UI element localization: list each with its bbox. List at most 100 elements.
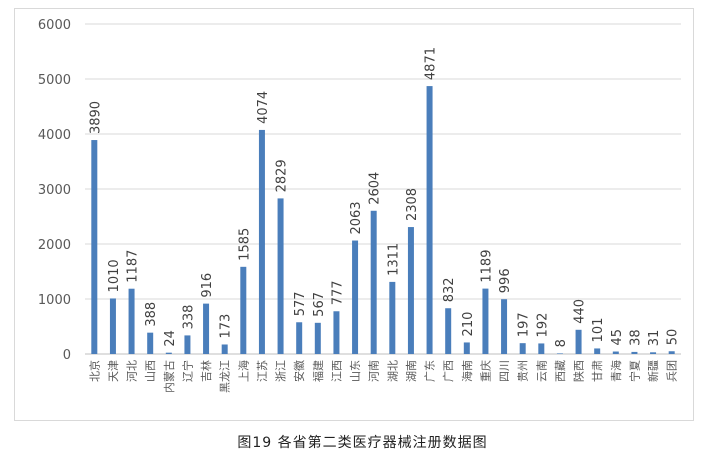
data-label: 577 — [293, 291, 308, 316]
x-tick-label: 甘肃 — [591, 360, 604, 382]
bar-吉林 — [203, 303, 210, 354]
x-axis-labels: 北京 天津 河北 山西 内蒙古 辽宁 吉林 黑龙江 上海 江苏 浙江 安徽 福建 江西 山东 河南 湖北 湖南 广东… — [87, 360, 678, 393]
x-tick-label: 兵团 — [666, 360, 679, 382]
data-label: 2829 — [275, 159, 290, 192]
data-label: 24 — [163, 330, 178, 347]
figure-caption: 图19 各省第二类医疗器械注册数据图 — [237, 435, 488, 451]
bar-甘肃 — [594, 348, 601, 354]
bar-贵州 — [519, 343, 526, 354]
x-tick-label: 河北 — [126, 360, 139, 382]
x-tick-label: 西藏 — [554, 360, 567, 382]
x-tick-label: 吉林 — [199, 360, 213, 382]
data-label: 1010 — [107, 259, 122, 292]
bar-湖南 — [407, 227, 414, 354]
x-tick-label: 青海 — [609, 360, 623, 382]
data-label: 31 — [647, 330, 662, 347]
bar-广西 — [445, 308, 452, 354]
data-label: 50 — [666, 329, 681, 346]
y-tick-label: 6000 — [38, 18, 71, 33]
data-label: 1187 — [126, 250, 141, 283]
data-label: 2604 — [368, 172, 383, 205]
data-label: 210 — [461, 312, 476, 337]
data-label: 1311 — [386, 243, 401, 276]
data-label: 996 — [498, 268, 513, 293]
x-tick-label: 山东 — [349, 360, 362, 382]
data-label: 173 — [219, 314, 234, 339]
x-tick-label: 安徽 — [292, 360, 306, 382]
x-tick-label: 上海 — [236, 360, 250, 382]
x-tick-label: 湖南 — [405, 360, 418, 382]
y-tick-label: 5000 — [38, 73, 71, 88]
bar-江西 — [333, 311, 340, 354]
bar-海南 — [463, 342, 470, 354]
bar-河南 — [370, 210, 377, 354]
x-tick-label: 天津 — [107, 360, 120, 382]
y-axis-ticks: 0 1000 2000 3000 4000 5000 6000 — [38, 18, 71, 363]
bar-上海 — [240, 266, 247, 354]
x-tick-label: 湖北 — [386, 360, 399, 382]
x-tick-label: 黑龙江 — [219, 360, 232, 393]
y-tick-label: 3000 — [38, 183, 71, 198]
x-tick-label: 陕西 — [572, 360, 586, 382]
data-label: 2308 — [405, 188, 420, 221]
x-tick-label: 辽宁 — [180, 360, 194, 382]
bar-天津 — [109, 298, 116, 354]
data-label: 1189 — [479, 250, 494, 283]
x-tick-label: 浙江 — [275, 360, 288, 382]
bar-兵团 — [668, 351, 675, 354]
bar-黑龙江 — [221, 344, 228, 354]
x-tick-label: 内蒙古 — [162, 360, 176, 393]
data-label: 101 — [591, 318, 606, 343]
y-tick-label: 2000 — [38, 238, 71, 253]
data-label: 777 — [330, 280, 345, 305]
data-label: 197 — [517, 312, 532, 337]
bar-山西 — [147, 332, 154, 354]
y-tick-label: 4000 — [38, 128, 71, 143]
bar-新疆 — [650, 352, 657, 354]
bar-青海 — [612, 351, 619, 354]
x-tick-label: 新疆 — [646, 360, 660, 382]
data-label: 1585 — [237, 228, 252, 261]
y-tick-label: 0 — [63, 348, 71, 363]
x-tick-label: 江苏 — [256, 360, 269, 382]
x-tick-label: 贵州 — [517, 360, 530, 382]
x-tick-label: 北京 — [87, 360, 101, 382]
data-label: 916 — [200, 273, 215, 298]
x-tick-label: 江西 — [330, 360, 343, 382]
data-label: 4871 — [424, 47, 439, 80]
data-label: 38 — [628, 329, 643, 346]
data-label: 2063 — [349, 201, 364, 234]
x-tick-label: 海南 — [460, 360, 474, 382]
bar-四川 — [501, 299, 508, 354]
x-tick-label: 山西 — [144, 360, 157, 382]
x-tick-label: 福建 — [311, 360, 325, 382]
bar-河北 — [128, 288, 135, 354]
data-label: 338 — [181, 305, 196, 330]
chart-frame: 0 1000 2000 3000 4000 5000 6000 3890 1010 1187 38… — [14, 8, 694, 421]
y-tick-label: 1000 — [38, 293, 71, 308]
bar-重庆 — [482, 288, 489, 354]
bar-浙江 — [277, 198, 284, 354]
data-label: 832 — [442, 277, 457, 302]
bars — [91, 86, 675, 354]
bar-江苏 — [258, 129, 265, 354]
data-label: 388 — [144, 302, 159, 327]
bar-辽宁 — [184, 335, 191, 354]
bar-宁夏 — [631, 351, 638, 354]
x-tick-label: 四川 — [498, 360, 511, 382]
bar-内蒙古 — [165, 352, 172, 354]
x-tick-label: 宁夏 — [627, 360, 641, 382]
data-label: 567 — [312, 292, 327, 317]
gridlines — [85, 23, 681, 355]
x-tick-label: 广西 — [442, 360, 455, 382]
x-tick-label: 云南 — [535, 360, 548, 382]
x-tick-label: 重庆 — [478, 360, 492, 382]
data-label: 3890 — [88, 101, 103, 134]
x-tick-label: 河南 — [368, 360, 381, 382]
bar-湖北 — [389, 281, 396, 354]
data-label: 440 — [573, 299, 588, 324]
bar-安徽 — [296, 322, 303, 354]
bar-云南 — [538, 343, 545, 354]
x-tick-label: 广东 — [424, 360, 437, 382]
